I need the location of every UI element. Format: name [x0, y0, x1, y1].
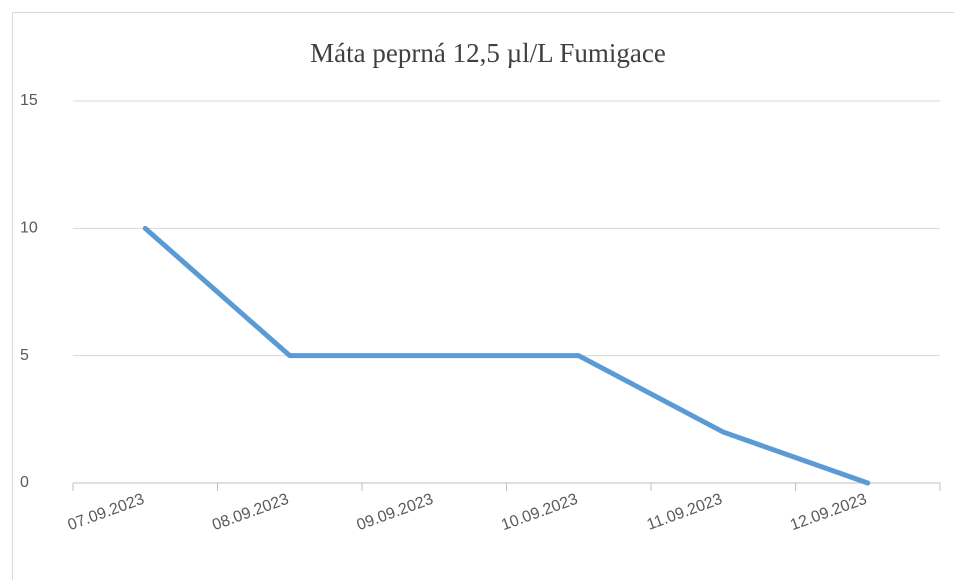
- line-series: [142, 225, 871, 486]
- y-tick-label: 10: [20, 220, 38, 237]
- chart-frame: [12, 12, 954, 580]
- y-tick-label: 15: [20, 92, 38, 109]
- chart-title: Máta peprná 12,5 µl/L Fumigace: [310, 38, 666, 68]
- y-tick-label: 0: [20, 474, 29, 491]
- y-tick-label: 5: [20, 347, 29, 364]
